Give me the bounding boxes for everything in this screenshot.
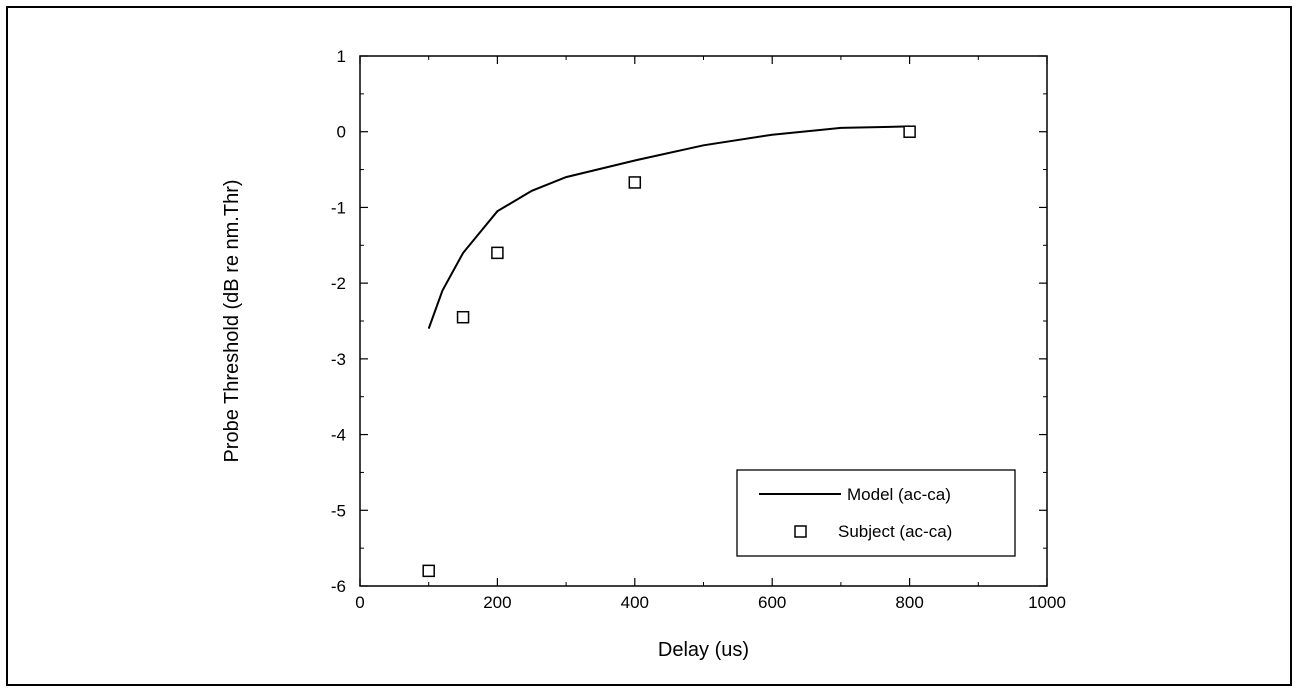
x-tick-label: 1000 — [1028, 593, 1066, 612]
figure-frame — [6, 6, 1292, 686]
subject-point — [422, 564, 435, 578]
subject-point — [628, 176, 642, 189]
subject-point — [456, 310, 470, 324]
legend-subject-swatch — [794, 525, 807, 538]
y-tick-label: -5 — [331, 501, 346, 520]
legend: Model (ac-ca) Subject (ac-ca) — [736, 469, 1016, 557]
y-axis-label: Probe Threshold (dB re nm.Thr) — [221, 179, 243, 462]
x-tick-label: 800 — [895, 593, 923, 612]
axes: 0 200 400 600 800 1000 1 0 -1 -2 -3 -4 -5 -6 Delay (us… — [221, 47, 1066, 661]
y-tick-label: -2 — [331, 274, 346, 293]
plot-data — [422, 125, 916, 578]
legend-model-label: Model (ac-ca) — [847, 485, 951, 504]
subject-point — [903, 125, 916, 138]
x-tick-label: 0 — [355, 593, 364, 612]
y-tick-label: 1 — [337, 47, 346, 66]
x-axis-label: Delay (us) — [658, 639, 749, 661]
y-tick-label: -6 — [331, 577, 346, 596]
model-line — [427, 125, 910, 329]
y-tick-label: 0 — [337, 123, 346, 142]
x-tick-label: 400 — [621, 593, 649, 612]
y-tick-label: -1 — [331, 198, 346, 217]
x-tick-label: 600 — [758, 593, 786, 612]
legend-box — [736, 469, 1016, 557]
y-tick-label: -3 — [331, 350, 346, 369]
y-tick-label: -4 — [331, 426, 346, 445]
legend-subject-label: Subject (ac-ca) — [838, 522, 952, 541]
subject-point — [491, 246, 504, 260]
x-tick-label: 200 — [483, 593, 511, 612]
